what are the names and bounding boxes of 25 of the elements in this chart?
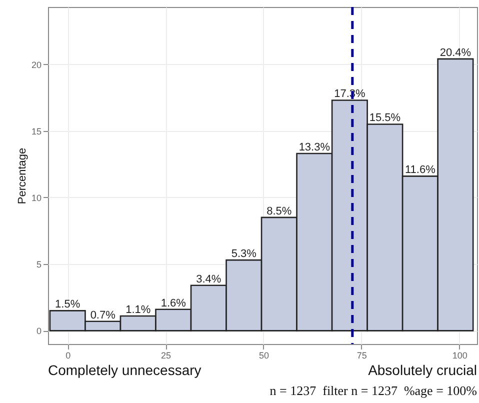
y-axis-title: Percentage (16, 148, 28, 204)
data-label: 3.4% (196, 273, 222, 286)
x-tick-label: 25 (161, 350, 172, 360)
data-label: 1.5% (55, 298, 80, 311)
data-label: 1.6% (160, 297, 186, 310)
text: Absolutely crucial (368, 362, 477, 378)
y-tick-label: 20 (31, 60, 42, 70)
data-label: 8.5% (266, 205, 292, 218)
y-tick-label: 10 (31, 192, 42, 203)
x-tick-label: 75 (356, 350, 367, 360)
y-tick-label: 0 (36, 326, 42, 336)
data-label: 13.3% (298, 142, 330, 154)
data-label: 1.1% (126, 304, 151, 316)
y-tick-label: 15 (31, 126, 42, 136)
x-tick-label: 50 (258, 350, 269, 360)
y-tick-label: 5 (36, 260, 42, 270)
x-tick-label: 0 (66, 350, 71, 360)
x-tick-label: 100 (452, 350, 468, 360)
data-label: 0.7% (90, 309, 116, 322)
data-label: 5.3% (231, 248, 257, 260)
data-label: 11.6% (405, 164, 436, 176)
data-label: 20.4% (440, 46, 472, 59)
text: n = 1237 filter n = 1237 %age = 100% (270, 383, 477, 399)
data-label: 15.5% (369, 112, 401, 124)
text: Completely unnecessary (48, 362, 202, 378)
